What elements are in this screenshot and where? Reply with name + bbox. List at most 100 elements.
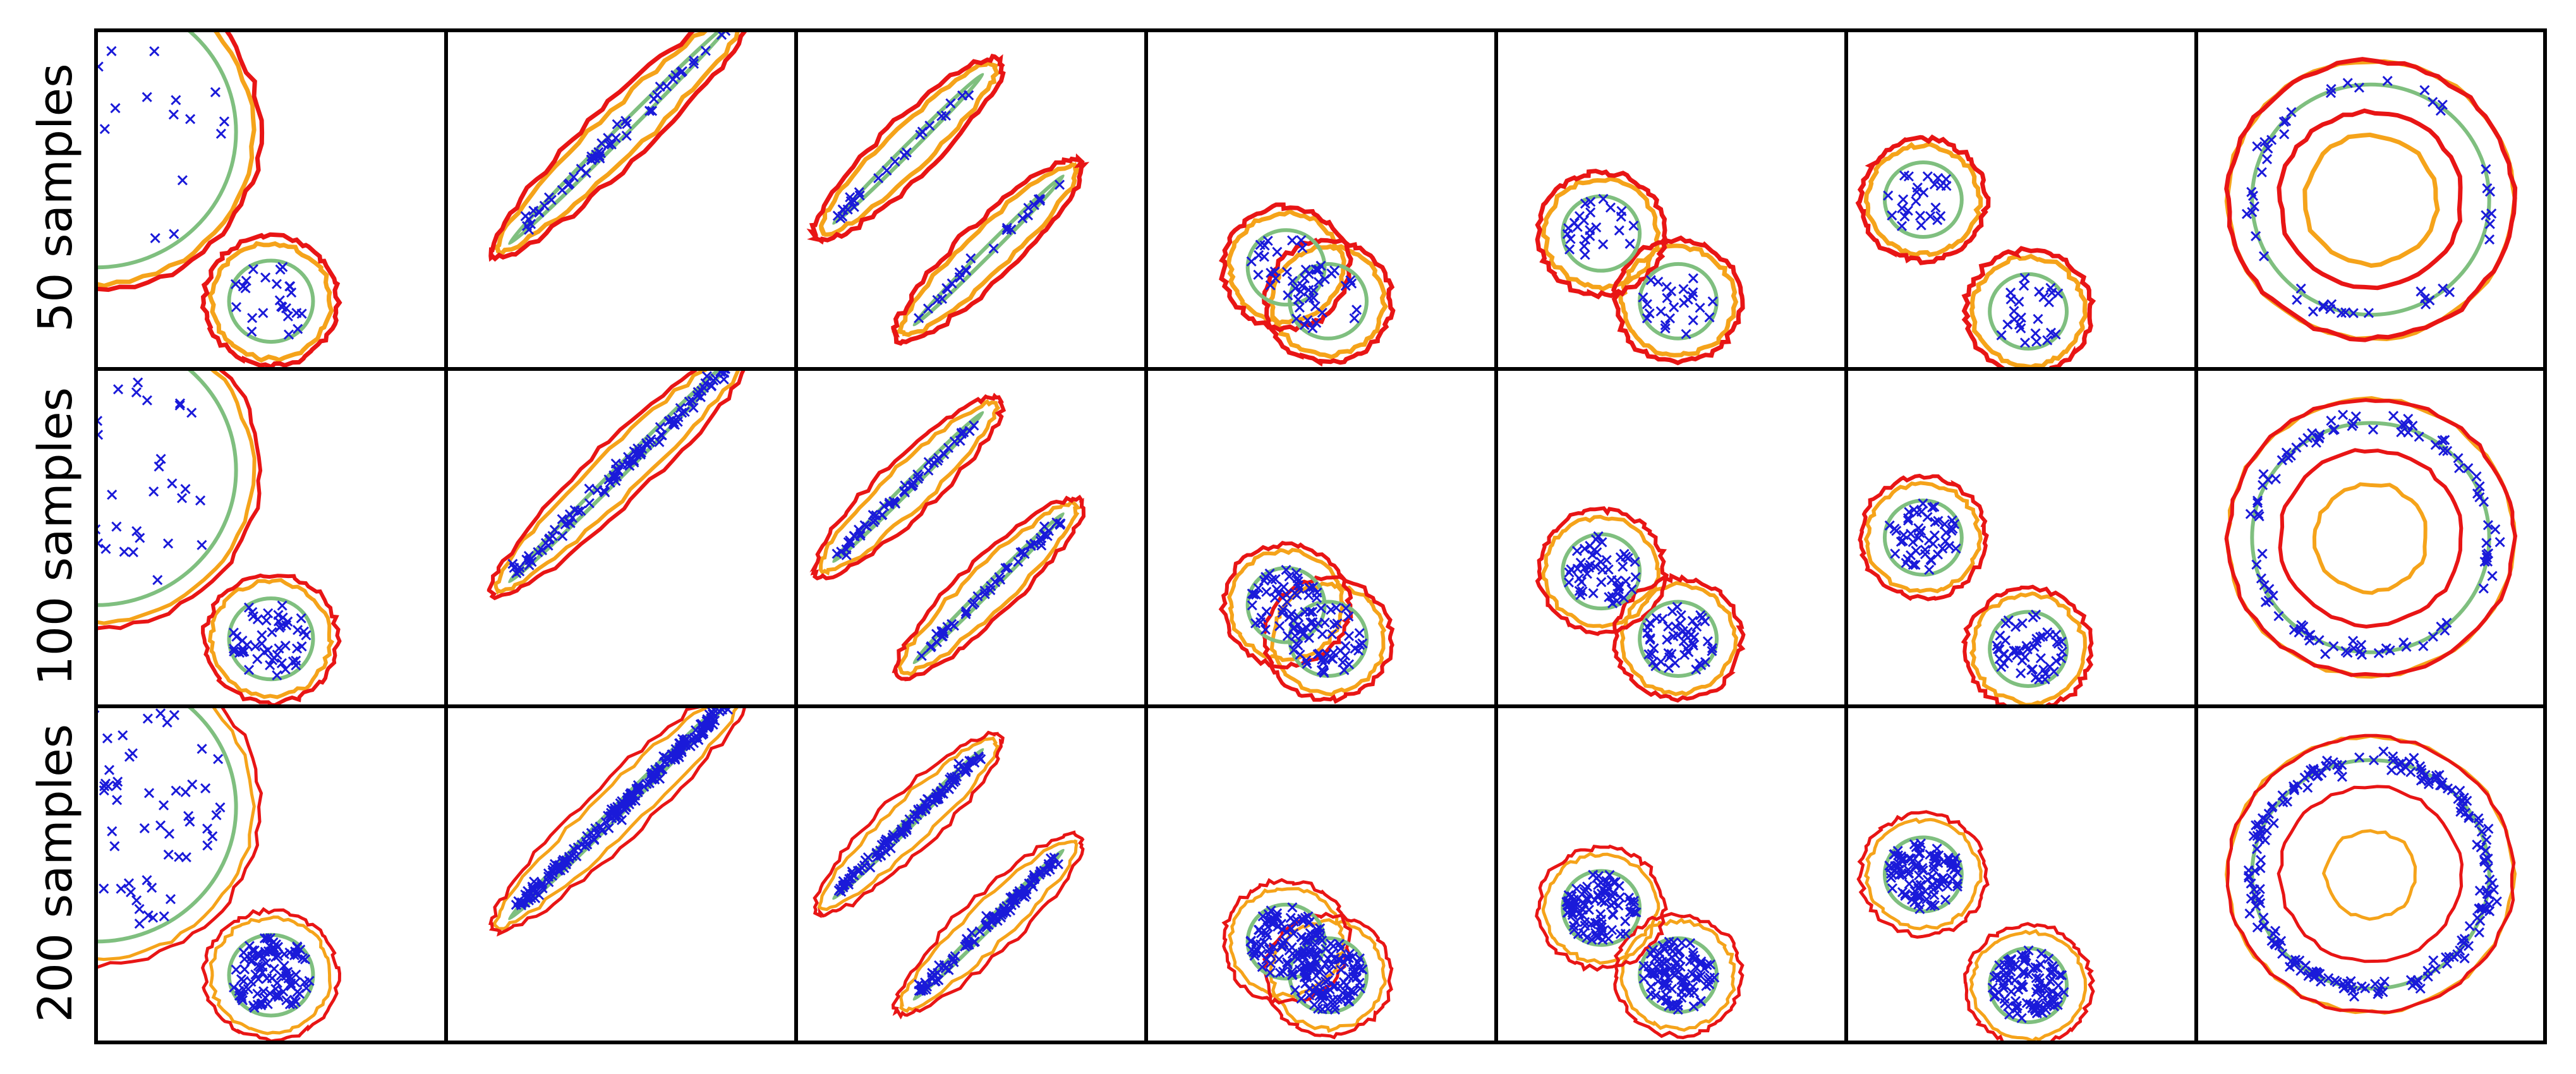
sample-point (969, 420, 979, 431)
sample-point (277, 612, 288, 623)
sample-point (1286, 608, 1297, 619)
outer-contour (890, 153, 1090, 346)
sample-point (1683, 647, 1694, 658)
sample-point (974, 926, 985, 937)
sample-point (1296, 931, 1307, 943)
sample-point (2458, 792, 2469, 803)
sample-point (1990, 990, 2000, 1001)
sample-point (854, 187, 864, 198)
sample-point (1564, 244, 1575, 255)
sample-point (1620, 916, 1631, 927)
sample-point (270, 984, 281, 994)
sample-point (2416, 775, 2426, 786)
sample-point (916, 651, 927, 661)
sample-point (2031, 336, 2042, 347)
sample-point (590, 153, 601, 164)
sample-point (135, 533, 145, 543)
sample-point (1293, 640, 1303, 651)
outer-contour (1961, 246, 2096, 369)
sample-point (591, 828, 602, 838)
sample-point (606, 139, 617, 150)
sample-point (521, 220, 533, 231)
sample-point (262, 645, 273, 656)
sample-point (1043, 859, 1054, 869)
sample-point (2484, 219, 2495, 229)
sample-point (253, 949, 264, 960)
sample-point (1263, 909, 1274, 920)
sample-point (2345, 976, 2356, 987)
sample-point (1575, 557, 1586, 568)
sample-point (1581, 569, 1592, 579)
sample-point (2255, 862, 2266, 874)
sample-point (2476, 826, 2487, 837)
sample-point (2440, 435, 2450, 445)
sample-point (1887, 883, 1898, 894)
sample-point (213, 754, 224, 764)
sample-point (2418, 641, 2429, 651)
sample-point (1929, 900, 1940, 911)
sample-point (1578, 927, 1589, 939)
sample-point (1314, 277, 1324, 287)
sample-point (1930, 853, 1942, 864)
sample-point (1897, 854, 1908, 864)
sample-point (1899, 211, 1910, 222)
sample-point (1941, 181, 1952, 191)
sample-point (1913, 899, 1924, 910)
sample-point (1662, 634, 1672, 645)
sample-point (1707, 646, 1717, 656)
sample-point (1307, 606, 1318, 617)
sample-point (253, 974, 264, 984)
sample-point (2257, 548, 2268, 559)
subplot-3-4 (1144, 704, 1498, 1044)
sample-point (2407, 980, 2418, 991)
sample-point (260, 946, 270, 957)
sample-point (2474, 927, 2484, 938)
sample-point (2043, 297, 2055, 308)
subplot-frame (2194, 704, 2547, 1044)
sample-point (940, 963, 951, 974)
inner-contour (96, 30, 257, 289)
sample-point (290, 947, 301, 958)
subplot-content (96, 30, 342, 369)
subplot-content (96, 706, 342, 1042)
sample-point (1002, 562, 1013, 573)
sample-point (1909, 839, 1920, 850)
sample-point (1300, 978, 1311, 989)
sample-point (1925, 901, 1936, 912)
sample-point (2017, 618, 2028, 629)
sample-point (116, 883, 126, 894)
sample-point (1334, 939, 1345, 950)
sample-point (1316, 665, 1327, 675)
sample-point (248, 264, 258, 275)
sample-point (2031, 1008, 2042, 1018)
sample-point (1927, 879, 1938, 890)
sample-point (1688, 315, 1698, 326)
sample-point (1311, 317, 1322, 329)
sample-point (1563, 223, 1574, 234)
sample-point (2360, 983, 2371, 994)
sample-point (1903, 868, 1914, 879)
sample-point (231, 302, 242, 313)
sample-point (956, 428, 967, 439)
sample-point (2314, 635, 2325, 646)
outer-contour (1855, 134, 1991, 265)
sample-point (2356, 639, 2367, 650)
sample-point (1329, 1005, 1341, 1015)
sample-point (2482, 520, 2493, 531)
sample-point (672, 750, 683, 761)
sample-point (2249, 201, 2259, 212)
sample-point (1621, 576, 1631, 587)
sample-point (1671, 621, 1681, 632)
sample-point (2251, 231, 2261, 241)
inner-contour (493, 369, 741, 595)
sample-point (2247, 207, 2258, 217)
sample-point (1286, 967, 1297, 977)
sample-point (2254, 894, 2265, 905)
sample-point (1683, 294, 1693, 305)
sample-point (1695, 958, 1705, 969)
sample-point (576, 164, 586, 174)
sample-point (862, 521, 873, 532)
sample-point (1685, 938, 1696, 948)
sample-point (2254, 511, 2265, 522)
sample-point (99, 883, 109, 894)
